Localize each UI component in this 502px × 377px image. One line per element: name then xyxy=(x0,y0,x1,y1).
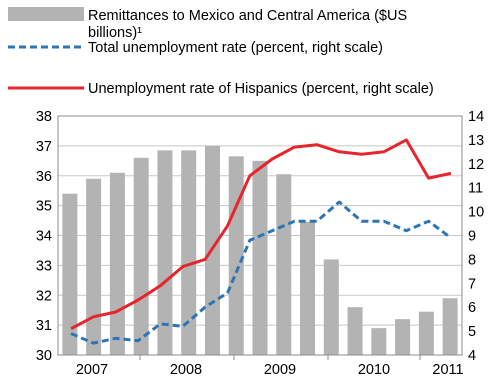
x-axis-tick-label: 2008 xyxy=(170,362,202,377)
bar-remittances xyxy=(86,178,102,355)
right-axis-tick-label: 9 xyxy=(468,229,476,245)
plot-area: 30 31 32 33 34 35 36 37 38 4 5 6 7 8 9 10 11 12 13 14 2007 20… xyxy=(36,109,484,377)
legend-label-hispanic-unemployment: Unemployment rate of Hispanics (percent,… xyxy=(88,81,434,97)
legend: Remittances to Mexico and Central Americ… xyxy=(8,7,434,97)
bar-remittances xyxy=(300,222,316,355)
bar-remittances xyxy=(371,328,387,355)
bar-remittances xyxy=(109,172,125,355)
bar-remittances xyxy=(442,298,458,355)
line-total-unemployment xyxy=(70,200,452,345)
right-axis-tick-label: 7 xyxy=(468,276,476,292)
left-axis-tick-label: 34 xyxy=(36,229,52,245)
x-axis-tick-label: 2007 xyxy=(76,362,108,377)
x-axis-tick-label: 2010 xyxy=(358,362,390,377)
right-axis-tick-label: 11 xyxy=(468,181,483,197)
right-axis-tick-label: 8 xyxy=(468,252,476,268)
right-axis-tick-label: 4 xyxy=(468,348,476,364)
bar-remittances xyxy=(252,160,268,355)
right-axis-tick-label: 13 xyxy=(468,133,484,149)
left-axis-tick-label: 31 xyxy=(36,318,52,334)
legend-swatch-remittances xyxy=(8,7,84,21)
bar-remittances xyxy=(323,259,339,355)
bar-remittances xyxy=(228,156,244,355)
x-axis-tick-label: 2009 xyxy=(264,362,296,377)
left-axis-tick-label: 36 xyxy=(36,169,52,185)
left-axis-tick-label: 33 xyxy=(36,258,52,274)
x-axis-tick-label: 2011 xyxy=(432,362,463,377)
plot-frame xyxy=(57,115,463,356)
line-hispanic-unemployment xyxy=(70,138,452,331)
bar-remittances xyxy=(276,174,292,355)
legend-label-remittances-line1: Remittances to Mexico and Central Americ… xyxy=(88,8,407,24)
bar-remittances xyxy=(62,193,78,355)
left-axis-tick-label: 38 xyxy=(36,109,52,125)
bar-remittances xyxy=(181,150,197,355)
right-axis-tick-label: 5 xyxy=(468,324,476,340)
left-axis-tick-label: 32 xyxy=(36,288,52,304)
bar-remittances xyxy=(157,150,173,355)
bar-remittances xyxy=(133,157,149,355)
left-axis-tick-label: 35 xyxy=(36,199,52,215)
right-axis-tick-label: 10 xyxy=(468,205,484,221)
legend-label-remittances-line2: billions)¹ xyxy=(88,25,142,41)
right-axis-tick-label: 6 xyxy=(468,300,476,316)
bar-remittances xyxy=(395,319,411,355)
bar-remittances xyxy=(347,307,363,355)
legend-label-total-unemployment: Total unemployment rate (percent, right … xyxy=(88,40,383,56)
left-axis-tick-label: 30 xyxy=(36,348,52,364)
right-axis-tick-label: 12 xyxy=(468,157,484,173)
bar-remittances xyxy=(418,311,434,355)
right-axis-tick-label: 14 xyxy=(468,109,484,125)
left-axis-tick-label: 37 xyxy=(36,139,52,155)
